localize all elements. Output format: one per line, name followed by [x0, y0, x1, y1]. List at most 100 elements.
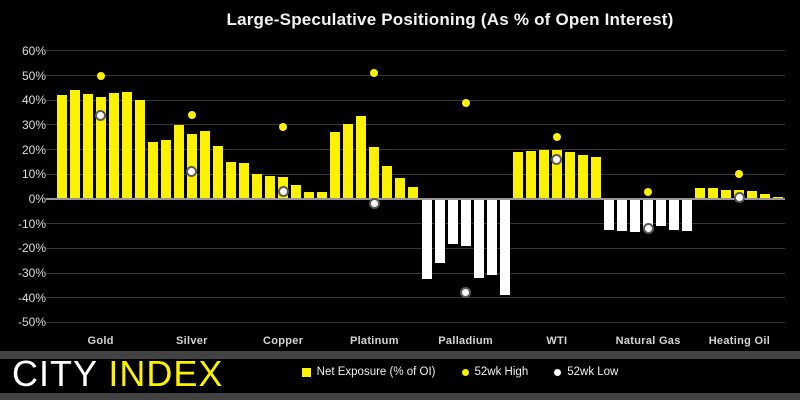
net-exposure-bar: [669, 200, 680, 230]
y-axis-tick-label: 0%: [28, 192, 46, 206]
net-exposure-bar: [525, 150, 536, 199]
net-exposure-bar: [760, 194, 771, 199]
low-52wk-dot: [642, 223, 654, 235]
high-52wk-dot: [644, 187, 653, 196]
gridline: [46, 173, 785, 175]
low-52wk-dot: [277, 186, 289, 198]
net-exposure-bar: [447, 200, 458, 245]
net-exposure-bar: [643, 200, 654, 229]
low-52wk-dot: [186, 166, 198, 178]
gridline: [46, 297, 785, 299]
gridline: [46, 272, 785, 274]
y-axis-tick-label: 40%: [21, 93, 46, 108]
y-axis-tick-label: -40%: [17, 290, 46, 305]
net-exposure-bar: [56, 95, 67, 199]
chart-legend: Net Exposure (% of OI) 52wk High 52wk Low: [120, 366, 800, 378]
net-exposure-bar: [395, 178, 406, 199]
logo-index-text: INDEX: [108, 353, 224, 394]
y-axis-tick-label: -10%: [17, 216, 46, 231]
gridline: [46, 321, 785, 323]
low-52wk-dot: [460, 287, 472, 299]
plot-area: Gold Silver Copper Platinum Palladium WTI Natu…: [46, 0, 785, 352]
x-axis-category-label: Palladium: [438, 335, 493, 347]
y-axis-tick-label: 20%: [21, 142, 46, 157]
legend-yellow-dot-icon: [461, 368, 469, 376]
net-exposure-bar: [460, 200, 471, 246]
net-exposure-bar: [630, 200, 641, 233]
x-axis-category-label: Natural Gas: [615, 335, 681, 347]
logo-city-text: CITY: [12, 353, 98, 394]
high-52wk-dot: [370, 69, 379, 78]
net-exposure-bar: [551, 149, 562, 199]
net-exposure-bar: [473, 200, 484, 278]
low-52wk-dot: [368, 198, 380, 210]
high-52wk-dot: [96, 71, 105, 80]
net-exposure-bar: [577, 154, 588, 199]
net-exposure-bar: [538, 149, 549, 199]
legend-label: Net Exposure (% of OI): [316, 366, 436, 378]
net-exposure-bar: [656, 200, 667, 226]
high-52wk-dot: [552, 133, 561, 142]
net-exposure-bar: [199, 131, 210, 199]
gridline: [46, 50, 785, 52]
net-exposure-bar: [708, 187, 719, 199]
low-52wk-dot: [95, 109, 107, 121]
x-axis-category-label: Copper: [262, 335, 304, 347]
y-axis-tick-label: -20%: [17, 241, 46, 256]
high-52wk-dot: [187, 111, 196, 120]
high-52wk-dot: [735, 170, 744, 179]
net-exposure-bar: [304, 191, 315, 199]
net-exposure-bar: [108, 92, 119, 199]
net-exposure-bar: [173, 124, 184, 199]
net-exposure-bar: [434, 200, 445, 263]
footer-bottom-strip: [0, 393, 800, 400]
y-axis-tick-label: -50%: [17, 315, 46, 330]
net-exposure-bar: [225, 161, 236, 199]
net-exposure-bar: [486, 200, 497, 276]
net-exposure-bar: [369, 147, 380, 199]
x-axis-category-label: Gold: [87, 335, 114, 347]
x-axis-category-label: Heating Oil: [708, 335, 771, 347]
net-exposure-bar: [343, 123, 354, 199]
net-exposure-bar: [134, 100, 145, 199]
high-52wk-dot: [461, 98, 470, 107]
net-exposure-bar: [382, 165, 393, 199]
chart-title: Large-Speculative Positioning (As % of O…: [226, 10, 674, 29]
net-exposure-bar: [617, 200, 628, 231]
gridline: [46, 149, 785, 151]
net-exposure-bar: [330, 132, 341, 199]
net-exposure-bar: [499, 200, 510, 296]
net-exposure-bar: [604, 200, 615, 230]
net-exposure-bar: [82, 94, 93, 199]
y-axis-tick-label: -30%: [17, 266, 46, 281]
gridline: [46, 247, 785, 249]
y-axis-tick-label: 10%: [21, 167, 46, 182]
net-exposure-bar: [682, 200, 693, 231]
net-exposure-bar: [512, 152, 523, 199]
gridline: [46, 75, 785, 76]
x-axis-category-label: Platinum: [349, 335, 399, 347]
net-exposure-bar: [95, 96, 106, 199]
net-exposure-bar: [564, 152, 575, 199]
net-exposure-bar: [356, 116, 367, 199]
low-52wk-dot: [733, 192, 745, 204]
legend-item: 52wk Low: [554, 366, 618, 378]
gridline: [46, 124, 785, 126]
legend-label: 52wk High: [474, 366, 529, 378]
net-exposure-bar: [239, 163, 250, 199]
y-axis-tick-label: 50%: [21, 68, 46, 83]
gridline: [46, 223, 785, 225]
x-axis-category-label: Silver: [175, 335, 208, 347]
net-exposure-bar: [252, 174, 263, 199]
net-exposure-bar: [160, 139, 171, 199]
legend-label: 52wk Low: [567, 366, 619, 378]
gridline: [46, 99, 785, 101]
legend-square-icon: [301, 367, 311, 377]
net-exposure-bar: [317, 191, 328, 199]
x-axis-category-label: WTI: [546, 335, 568, 347]
net-exposure-bar: [186, 133, 197, 199]
legend-item: Net Exposure (% of OI): [301, 366, 436, 378]
net-exposure-bar: [721, 190, 732, 199]
footer-divider-strip: [0, 351, 800, 359]
legend-item: 52wk High: [461, 366, 529, 378]
